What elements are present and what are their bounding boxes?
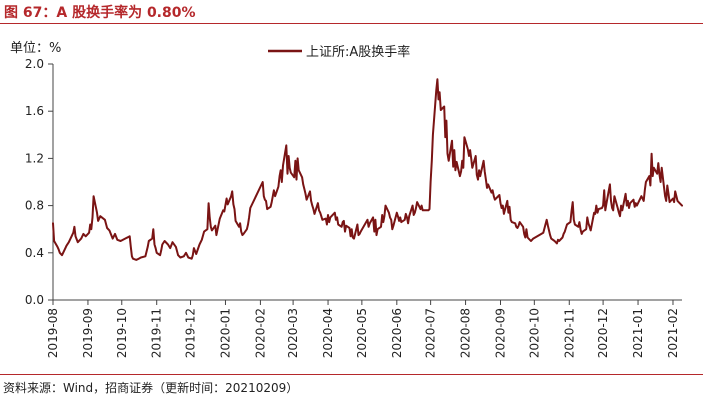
source-note: 资料来源：Wind，招商证券（更新时间：20210209） [3,381,299,395]
x-tick-label: 2020-11 [562,308,576,358]
y-axis: 0.0 0.4 0.8 1.2 1.6 2.0 [25,57,54,307]
source-divider [0,374,703,375]
y-tick-label: 0.4 [25,246,44,260]
x-tick-label: 2019-08 [46,308,60,358]
series-layer [52,78,683,261]
x-tick-label: 2020-06 [390,308,404,358]
title-divider [0,23,703,24]
legend-label: 上证所:A股换手率 [306,44,410,60]
x-tick-label: 2020-10 [527,308,541,358]
y-tick-label: 1.6 [25,104,44,118]
x-tick-label: 2021-01 [631,308,645,358]
x-tick-label: 2019-09 [81,308,95,358]
x-tick-label: 2020-12 [596,308,610,358]
x-tick-label: 2020-01 [218,308,232,358]
x-tick-label: 2021-02 [666,308,680,358]
y-tick-label: 0.0 [25,293,44,307]
legend: 上证所:A股换手率 [268,44,410,60]
y-tick-label: 0.8 [25,199,44,213]
x-tick-label: 2020-04 [321,308,335,358]
x-tick-label: 2020-03 [286,308,300,358]
x-tick-label: 2019-11 [150,308,164,358]
x-tick-label: 2020-08 [459,308,473,358]
x-tick-label: 2019-12 [184,308,198,358]
series-line-turnover [52,78,683,261]
figure-title: 图 67：A 股换手率为 0.80% [4,5,196,21]
x-tick-label: 2020-02 [253,308,267,358]
x-tick-label: 2020-05 [355,308,369,358]
y-tick-label: 2.0 [25,57,44,71]
y-tick-label: 1.2 [25,151,44,165]
x-tick-label: 2020-09 [494,308,508,358]
y-unit-label: 单位：% [10,41,62,56]
line-chart: 上证所:A股换手率 0.00.40.81.21.62.0 2019-08 2019… [25,44,683,358]
x-axis: 2019-08 2019-09 2019-10 2019-11 2019-12 2020-… [46,299,682,358]
x-tick-label: 2020-07 [424,308,438,358]
x-tick-label: 2019-10 [115,308,129,358]
